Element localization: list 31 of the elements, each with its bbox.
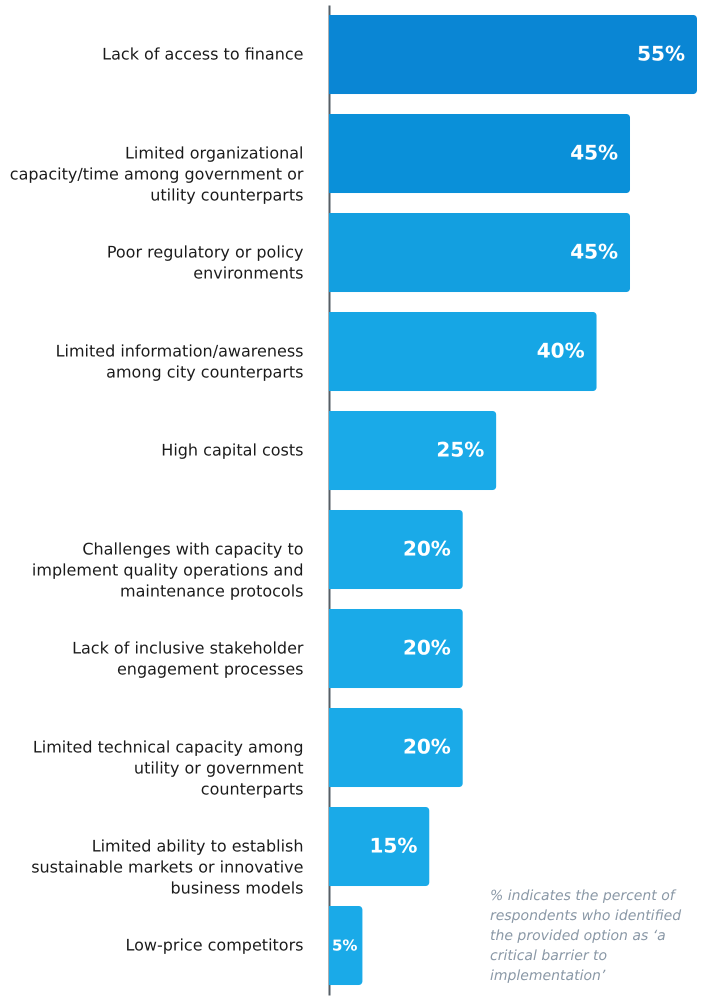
data-label: 25% bbox=[436, 438, 484, 462]
y-tick-label: Limited information/awareness among city counterparts bbox=[56, 342, 304, 382]
y-tick-label: Limited ability to establish sustainable markets or innovative business models bbox=[31, 836, 304, 898]
y-tick-label: Low-price competitors bbox=[125, 936, 304, 954]
y-tick-label: Limited technical capacity among utility or government counterparts bbox=[32, 738, 304, 798]
y-tick-label: Lack of access to finance bbox=[102, 44, 304, 64]
y-tick-label: Lack of inclusive stakeholder engagement processes bbox=[72, 638, 304, 678]
bar bbox=[329, 806, 430, 886]
y-tick-label: High capital costs bbox=[161, 440, 304, 460]
data-label: 5% bbox=[332, 936, 358, 954]
bar bbox=[329, 114, 630, 194]
bar bbox=[329, 906, 362, 986]
data-label: 45% bbox=[570, 140, 618, 164]
data-label: 15% bbox=[369, 834, 418, 858]
bar bbox=[329, 212, 630, 292]
data-label: 55% bbox=[637, 42, 685, 66]
data-label: 20% bbox=[402, 734, 451, 758]
bar bbox=[329, 14, 697, 94]
bar bbox=[329, 510, 463, 590]
bar bbox=[329, 708, 463, 788]
y-tick-label: Limited organizational capacity/time among government or utility counterparts bbox=[10, 144, 304, 204]
y-tick-label: Challenges with capacity to implement quality operations and maintenance protocols bbox=[32, 540, 304, 600]
bar bbox=[329, 608, 463, 688]
bar bbox=[329, 312, 597, 392]
data-label: 40% bbox=[536, 338, 585, 362]
data-label: 45% bbox=[570, 240, 618, 264]
y-tick-label: Poor regulatory or policy environments bbox=[106, 242, 304, 282]
data-label: 20% bbox=[402, 636, 451, 660]
annotation: % indicates the percent of respondents who identified the provided option as ‘a critical barrier to implementation’ bbox=[490, 887, 682, 986]
bar bbox=[329, 410, 496, 490]
data-label: 20% bbox=[402, 536, 451, 560]
